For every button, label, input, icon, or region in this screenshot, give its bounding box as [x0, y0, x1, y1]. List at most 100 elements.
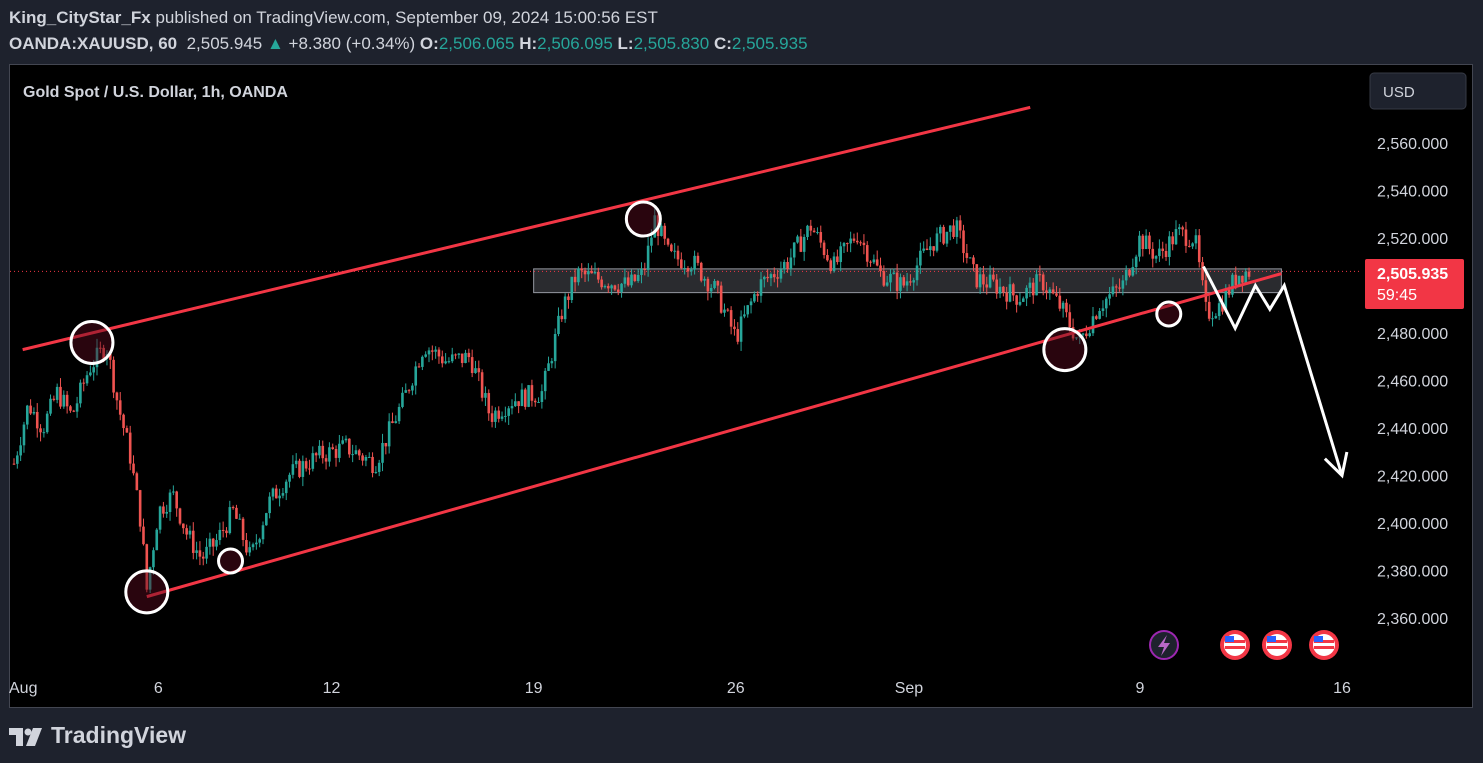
last-price: 2,505.945 — [186, 34, 263, 53]
candle-body — [268, 496, 271, 514]
candle-body — [75, 403, 79, 412]
candle-body — [440, 356, 444, 364]
candle-body — [1244, 271, 1248, 283]
candle-body — [689, 269, 693, 272]
us-flag-icon[interactable] — [1262, 630, 1292, 660]
candle-body — [806, 225, 809, 238]
currency-button[interactable]: USD — [1369, 72, 1467, 110]
y-axis-tick-label: 2,400.000 — [1377, 516, 1448, 533]
touch-circle[interactable] — [217, 547, 245, 575]
candle-body — [79, 382, 82, 404]
close-label: C: — [713, 34, 732, 53]
candle-body — [25, 405, 29, 425]
candle-body — [670, 244, 673, 252]
candle-body — [1194, 235, 1198, 244]
candle-body — [1038, 274, 1042, 276]
candle-body — [1131, 266, 1135, 276]
touch-circle[interactable] — [1155, 300, 1183, 328]
candle-body — [201, 556, 205, 559]
candle-body — [975, 264, 979, 288]
candle-body — [772, 274, 776, 278]
lower-channel-line[interactable] — [146, 272, 1282, 599]
candle-body — [344, 438, 348, 441]
candle-body — [188, 530, 192, 535]
upper-channel-line[interactable] — [22, 105, 1031, 352]
candle-body — [739, 316, 743, 342]
touch-circle[interactable] — [624, 200, 662, 238]
candle-body — [112, 359, 115, 393]
candle-body — [796, 236, 799, 243]
candle-body — [1138, 235, 1141, 257]
candle-body — [1045, 290, 1048, 293]
chart-frame[interactable] — [9, 64, 1473, 708]
candle-body — [288, 474, 291, 482]
high-value: 2,506.095 — [537, 34, 613, 53]
candle-body — [985, 284, 989, 288]
candle-body — [1171, 236, 1174, 245]
candle-body — [945, 231, 949, 244]
y-axis-tick-label: 2,360.000 — [1377, 611, 1448, 628]
candle-body — [361, 455, 364, 461]
low-value: 2,505.830 — [633, 34, 710, 53]
candle-body — [59, 386, 62, 407]
candle-body — [759, 279, 763, 296]
candle-body — [567, 296, 570, 300]
candle-body — [583, 270, 587, 275]
us-flag-icon[interactable] — [1220, 630, 1250, 660]
candle-body — [1158, 248, 1161, 257]
candle-body — [703, 278, 706, 281]
candle-body — [55, 386, 59, 400]
candle-body — [1068, 312, 1072, 328]
candle-body — [1048, 289, 1052, 293]
candle-body — [198, 550, 202, 557]
candle-body — [1204, 280, 1208, 302]
symbol-label: OANDA:XAUUSD, 60 — [9, 34, 178, 53]
candle-body — [291, 464, 295, 475]
candle-body — [125, 428, 129, 433]
candle-body — [294, 460, 298, 465]
candle-body — [450, 354, 454, 362]
candle-body — [666, 238, 670, 245]
candle-body — [590, 271, 593, 274]
candle-body — [265, 513, 268, 526]
lightning-icon[interactable] — [1149, 630, 1179, 660]
candle-body — [929, 246, 932, 251]
candle-body — [457, 353, 461, 355]
candle-body — [1161, 248, 1165, 251]
candle-body — [301, 461, 305, 477]
candle-body — [736, 329, 740, 342]
candle-body — [434, 349, 437, 352]
candle-body — [630, 274, 633, 286]
candle-body — [613, 285, 617, 290]
projection-path[interactable] — [1202, 265, 1344, 476]
candle-body — [168, 492, 172, 512]
candle-body — [962, 230, 965, 254]
touch-circle[interactable] — [69, 320, 115, 365]
candle-body — [1221, 303, 1224, 312]
candle-body — [318, 445, 321, 456]
candle-body — [321, 445, 325, 459]
candle-body — [152, 550, 155, 568]
candle-body — [587, 271, 590, 275]
us-flag-icon[interactable] — [1309, 630, 1339, 660]
candle-body — [1065, 302, 1068, 313]
candle-body — [514, 401, 517, 407]
candle-body — [1121, 280, 1125, 289]
candle-body — [490, 413, 494, 422]
candle-body — [673, 250, 676, 252]
candle-body — [733, 326, 736, 330]
candle-body — [643, 268, 647, 270]
touch-circle[interactable] — [124, 569, 170, 615]
candle-body — [338, 443, 341, 458]
candle-body — [620, 283, 623, 292]
candle-body — [1008, 284, 1012, 302]
publisher-name[interactable]: King_CityStar_Fx — [9, 8, 151, 27]
candle-body — [958, 220, 962, 231]
touch-circle[interactable] — [1042, 327, 1088, 373]
price-tag-value: 2,505.935 — [1377, 266, 1448, 283]
candle-body — [484, 393, 487, 398]
candle-body — [245, 540, 248, 553]
candle-body — [998, 286, 1002, 294]
candle-body — [427, 350, 431, 355]
